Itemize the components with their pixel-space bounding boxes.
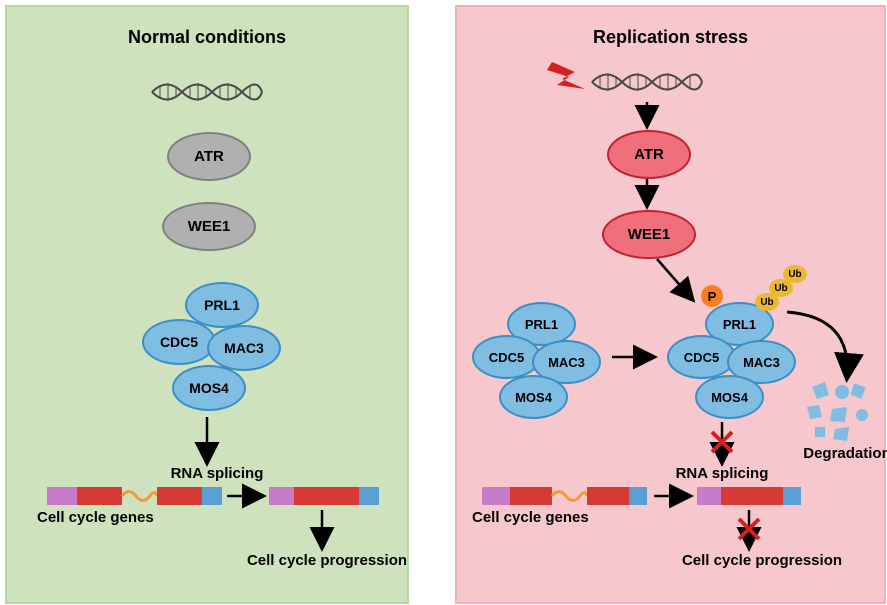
cell-cycle-genes-label: Cell cycle genes [37,509,187,526]
mac3-node: MAC3 [207,325,281,371]
panel-title-stress: Replication stress [457,27,884,48]
mos4-node-right: MOS4 [695,375,764,419]
gene-pre-splice-icon [47,487,222,505]
mos4-node: MOS4 [172,365,246,411]
panel-stress: Replication stress [455,5,886,604]
dna-icon [592,73,702,91]
degradation-fragments-icon [807,382,868,441]
gene-post-splice-icon [269,487,379,505]
atr-node-inactive: ATR [167,132,251,181]
ub-icon: Ub [783,265,807,283]
gene-post-splice-icon [697,487,801,505]
cell-cycle-genes-label: Cell cycle genes [472,509,632,526]
cross-icon [712,432,732,452]
cdc5-node-left: CDC5 [472,335,541,379]
dna-icon [152,83,262,101]
atr-node-active: ATR [607,130,691,179]
rna-splicing-label: RNA splicing [662,465,782,482]
cdc5-node: CDC5 [142,319,216,365]
degradation-label: Degradation [797,445,887,462]
cdc5-node-right: CDC5 [667,335,736,379]
phospho-icon: P [701,285,723,307]
rna-splicing-label: RNA splicing [157,465,277,482]
wee1-node-inactive: WEE1 [162,202,256,251]
mos4-node-left: MOS4 [499,375,568,419]
diagram-canvas: Normal conditions [0,0,887,605]
panel-title-normal: Normal conditions [7,27,407,48]
cell-cycle-progression-label: Cell cycle progression [227,552,427,569]
wee1-node-active: WEE1 [602,210,696,259]
cell-cycle-progression-label: Cell cycle progression [657,552,867,569]
cross-icon [739,519,759,539]
gene-pre-splice-icon [482,487,647,505]
panel-normal: Normal conditions [5,5,409,604]
stress-bolt-icon [547,62,585,89]
